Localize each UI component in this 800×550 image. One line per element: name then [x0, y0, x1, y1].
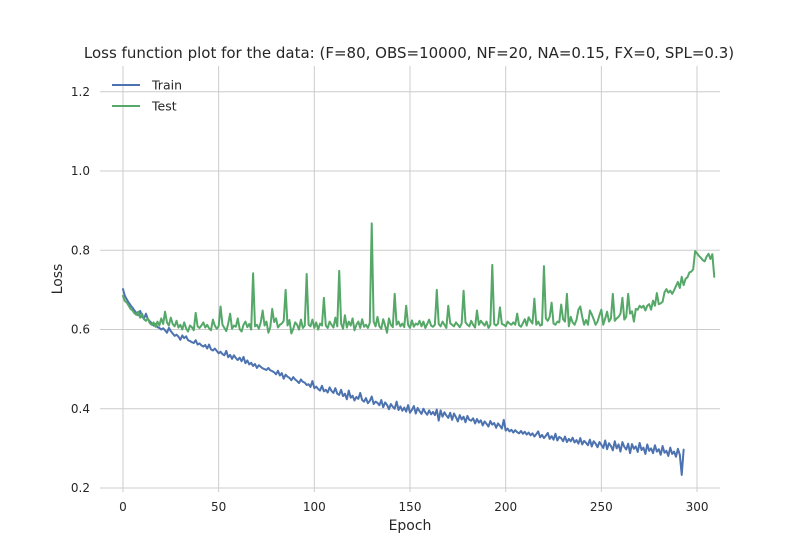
x-tick-label: 0: [119, 500, 127, 514]
y-tick-label: 0.8: [71, 243, 90, 257]
x-tick-label: 200: [494, 500, 517, 514]
legend: Train Test: [112, 78, 182, 114]
grid: [100, 66, 720, 492]
y-axis-label: Loss: [50, 264, 66, 295]
y-tick-label: 1.0: [71, 164, 90, 178]
x-tick-label: 50: [211, 500, 226, 514]
legend-label-train: Train: [151, 78, 182, 93]
series-line-test: [121, 222, 716, 335]
legend-label-test: Test: [151, 99, 177, 114]
y-tick-label: 0.4: [71, 402, 90, 416]
y-tick-label: 0.2: [71, 481, 90, 495]
chart-title: Loss function plot for the data: (F=80, …: [84, 44, 734, 62]
series-lines: [121, 222, 716, 476]
x-axis-label: Epoch: [389, 518, 432, 534]
series-line-train: [121, 288, 685, 476]
x-tick-label: 100: [303, 500, 326, 514]
x-tick-label: 250: [590, 500, 613, 514]
tick-labels: 0 50 100 150 200 250 300 0.2 0.4 0.6 0.8 1.0 1.2: [71, 85, 709, 514]
y-tick-label: 0.6: [71, 323, 90, 337]
x-tick-label: 300: [686, 500, 709, 514]
x-tick-label: 150: [399, 500, 422, 514]
y-tick-label: 1.2: [71, 85, 90, 99]
